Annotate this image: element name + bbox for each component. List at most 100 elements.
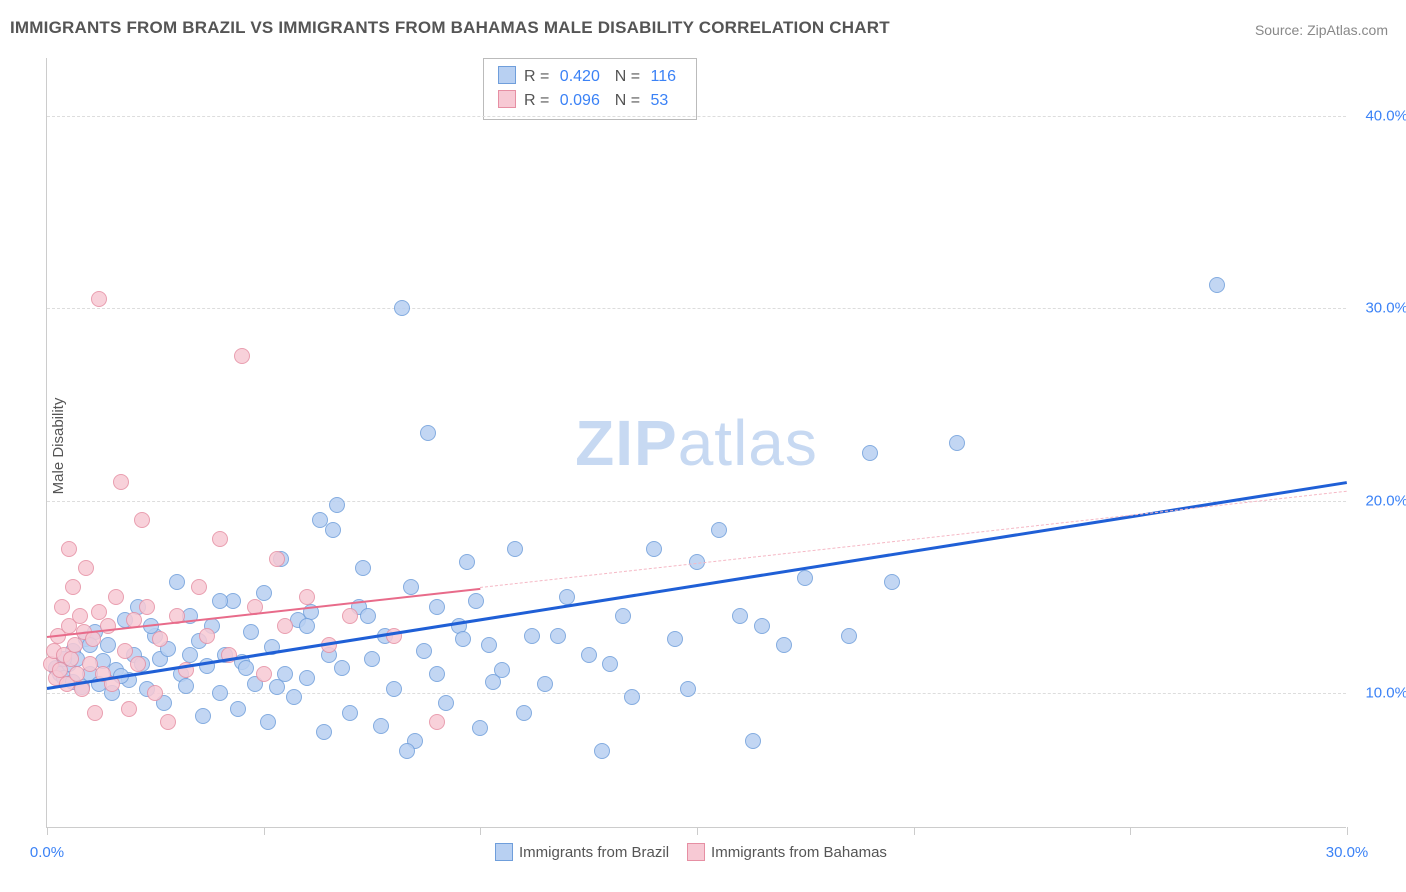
data-point [667,631,683,647]
y-tick-label: 30.0% [1353,300,1406,317]
x-tick [914,827,915,835]
data-point [429,666,445,682]
data-point [117,643,133,659]
data-point [459,554,475,570]
series-legend: Immigrants from BrazilImmigrants from Ba… [477,843,887,861]
data-point [113,474,129,490]
data-point [537,676,553,692]
data-point [403,579,419,595]
data-point [355,560,371,576]
data-point [329,497,345,513]
data-point [524,628,540,644]
series-swatch [498,66,516,84]
data-point [485,674,501,690]
legend-swatch [687,843,705,861]
data-point [85,631,101,647]
gridline [47,501,1346,502]
data-point [212,593,228,609]
data-point [260,714,276,730]
data-point [342,608,358,624]
data-point [316,724,332,740]
data-point [364,651,380,667]
data-point [191,579,207,595]
data-point [732,608,748,624]
data-point [130,656,146,672]
stats-row: R = 0.096 N = 53 [498,89,682,113]
data-point [182,647,198,663]
data-point [455,631,471,647]
data-point [360,608,376,624]
data-point [949,435,965,451]
data-point [420,425,436,441]
data-point [468,593,484,609]
gridline [47,116,1346,117]
watermark-light: atlas [678,407,818,479]
data-point [680,681,696,697]
x-tick [1347,827,1348,835]
x-tick [697,827,698,835]
data-point [256,666,272,682]
data-point [212,531,228,547]
stats-row: R = 0.420 N = 116 [498,65,682,89]
data-point [178,678,194,694]
data-point [269,679,285,695]
data-point [615,608,631,624]
data-point [100,637,116,653]
data-point [299,670,315,686]
x-tick [1130,827,1131,835]
data-point [169,574,185,590]
data-point [65,579,81,595]
data-point [212,685,228,701]
data-point [1209,277,1225,293]
series-swatch [498,90,516,108]
data-point [472,720,488,736]
data-point [108,589,124,605]
data-point [277,618,293,634]
data-point [342,705,358,721]
data-point [195,708,211,724]
data-point [325,522,341,538]
plot-area: ZIPatlas R = 0.420 N = 116R = 0.096 N = … [46,58,1346,828]
data-point [87,705,103,721]
data-point [299,618,315,634]
legend-swatch [495,843,513,861]
data-point [754,618,770,634]
data-point [134,512,150,528]
data-point [234,348,250,364]
chart-title: IMMIGRANTS FROM BRAZIL VS IMMIGRANTS FRO… [10,18,890,38]
data-point [54,599,70,615]
data-point [438,695,454,711]
x-tick [480,827,481,835]
source-attribution: Source: ZipAtlas.com [1255,22,1388,38]
data-point [602,656,618,672]
legend-label: Immigrants from Brazil [519,844,669,861]
data-point [91,291,107,307]
data-point [299,589,315,605]
data-point [67,637,83,653]
data-point [399,743,415,759]
data-point [481,637,497,653]
watermark: ZIPatlas [575,406,818,480]
data-point [581,647,597,663]
data-point [238,660,254,676]
data-point [199,628,215,644]
data-point [139,599,155,615]
data-point [121,701,137,717]
data-point [884,574,900,590]
data-point [72,608,88,624]
data-point [624,689,640,705]
data-point [394,300,410,316]
y-tick-label: 20.0% [1353,492,1406,509]
correlation-stats-box: R = 0.420 N = 116R = 0.096 N = 53 [483,58,697,120]
x-tick [47,827,48,835]
data-point [373,718,389,734]
data-point [862,445,878,461]
data-point [429,714,445,730]
data-point [797,570,813,586]
data-point [507,541,523,557]
data-point [61,541,77,557]
gridline [47,308,1346,309]
data-point [841,628,857,644]
data-point [160,714,176,730]
data-point [152,631,168,647]
